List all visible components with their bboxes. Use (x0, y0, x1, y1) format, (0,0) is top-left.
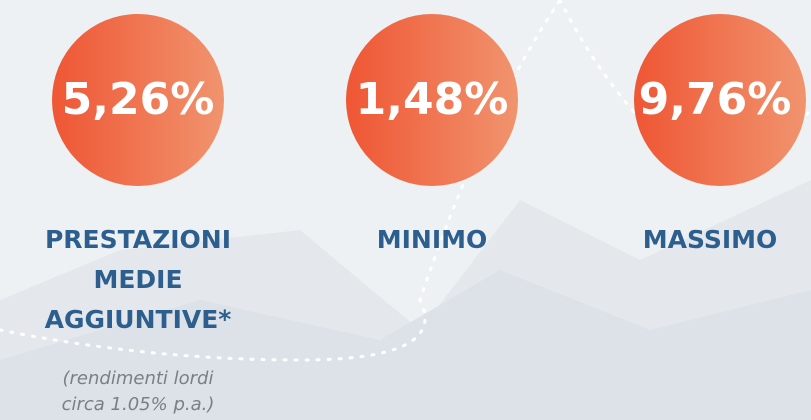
dotted-line (0, 0, 562, 362)
note: (rendimenti lordi circa 1.05% p.a.) (61, 368, 215, 415)
value: 1,48% (355, 74, 509, 125)
label: MASSIMO (642, 225, 778, 254)
label: PRESTAZIONI MEDIE AGGIUNTIVE* (44, 225, 232, 334)
label: MINIMO (376, 225, 488, 254)
dotted-line (558, 0, 811, 166)
circle (634, 14, 806, 186)
value: 5,26% (61, 74, 215, 125)
circle (346, 14, 518, 186)
value: 9,76% (638, 74, 792, 125)
circle (52, 14, 224, 186)
